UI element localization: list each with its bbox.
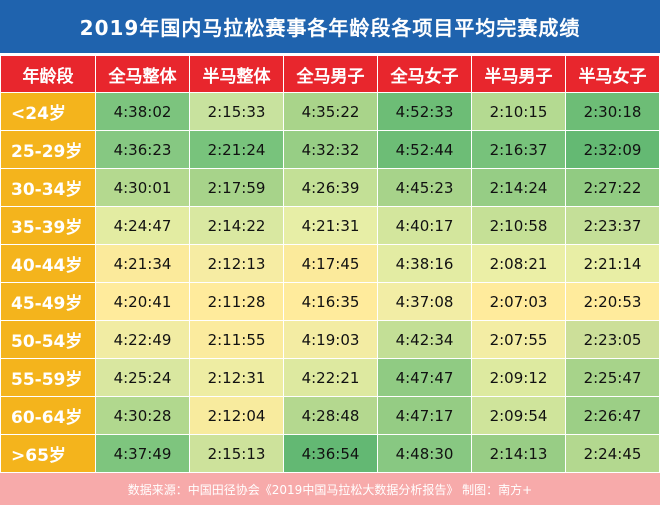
- results-table: 年龄段 全马整体 半马整体 全马男子 全马女子 半马男子 半马女子 <24岁 4:…: [0, 55, 660, 473]
- time-cell: 2:25:47: [565, 358, 660, 397]
- time-cell: 4:24:47: [95, 206, 190, 245]
- time-cell: 2:07:55: [471, 320, 566, 359]
- time-cell: 4:45:23: [377, 168, 472, 207]
- time-cell: 2:14:22: [189, 206, 284, 245]
- time-cell: 2:24:45: [565, 434, 660, 473]
- table-row: 25-29岁 4:36:23 2:21:24 4:32:32 4:52:44 2:16:3…: [0, 130, 660, 169]
- age-group-label: 30-34岁: [0, 168, 96, 207]
- time-cell: 4:19:03: [283, 320, 378, 359]
- time-cell: 2:14:24: [471, 168, 566, 207]
- time-cell: 2:23:05: [565, 320, 660, 359]
- header-full-overall: 全马整体: [95, 55, 190, 93]
- header-row: 年龄段 全马整体 半马整体 全马男子 全马女子 半马男子 半马女子: [0, 55, 660, 93]
- time-cell: 2:17:59: [189, 168, 284, 207]
- time-cell: 2:07:03: [471, 282, 566, 321]
- age-group-label: 40-44岁: [0, 244, 96, 283]
- time-cell: 4:20:41: [95, 282, 190, 321]
- table-row: 35-39岁 4:24:47 2:14:22 4:21:31 4:40:17 2:10:5…: [0, 206, 660, 245]
- time-cell: 2:21:24: [189, 130, 284, 169]
- time-cell: 4:17:45: [283, 244, 378, 283]
- time-cell: 2:12:04: [189, 396, 284, 435]
- time-cell: 2:09:12: [471, 358, 566, 397]
- table-row: 30-34岁 4:30:01 2:17:59 4:26:39 4:45:23 2:14:2…: [0, 168, 660, 207]
- time-cell: 2:08:21: [471, 244, 566, 283]
- time-cell: 2:26:47: [565, 396, 660, 435]
- time-cell: 4:52:44: [377, 130, 472, 169]
- time-cell: 2:30:18: [565, 92, 660, 131]
- header-half-overall: 半马整体: [189, 55, 284, 93]
- header-age-group: 年龄段: [0, 55, 96, 93]
- time-cell: 4:47:17: [377, 396, 472, 435]
- time-cell: 4:32:32: [283, 130, 378, 169]
- table-row: 60-64岁 4:30:28 2:12:04 4:28:48 4:47:17 2:09:5…: [0, 396, 660, 435]
- table-row: 55-59岁 4:25:24 2:12:31 4:22:21 4:47:47 2:09:1…: [0, 358, 660, 397]
- time-cell: 4:48:30: [377, 434, 472, 473]
- time-cell: 4:42:34: [377, 320, 472, 359]
- time-cell: 4:35:22: [283, 92, 378, 131]
- header-half-female: 半马女子: [565, 55, 660, 93]
- time-cell: 4:30:28: [95, 396, 190, 435]
- time-cell: 2:09:54: [471, 396, 566, 435]
- time-cell: 4:37:08: [377, 282, 472, 321]
- table-body: <24岁 4:38:02 2:15:33 4:35:22 4:52:33 2:10:15 2…: [0, 92, 660, 473]
- age-group-label: 45-49岁: [0, 282, 96, 321]
- table-row: 50-54岁 4:22:49 2:11:55 4:19:03 4:42:34 2:07:5…: [0, 320, 660, 359]
- time-cell: 4:40:17: [377, 206, 472, 245]
- time-cell: 2:20:53: [565, 282, 660, 321]
- header-half-male: 半马男子: [471, 55, 566, 93]
- age-group-label: 50-54岁: [0, 320, 96, 359]
- table-row: 45-49岁 4:20:41 2:11:28 4:16:35 4:37:08 2:07:0…: [0, 282, 660, 321]
- header-full-female: 全马女子: [377, 55, 472, 93]
- age-group-label: <24岁: [0, 92, 96, 131]
- time-cell: 4:16:35: [283, 282, 378, 321]
- time-cell: 2:27:22: [565, 168, 660, 207]
- time-cell: 2:12:13: [189, 244, 284, 283]
- time-cell: 2:14:13: [471, 434, 566, 473]
- time-cell: 4:37:49: [95, 434, 190, 473]
- time-cell: 2:32:09: [565, 130, 660, 169]
- time-cell: 4:38:02: [95, 92, 190, 131]
- time-cell: 2:16:37: [471, 130, 566, 169]
- age-group-label: 60-64岁: [0, 396, 96, 435]
- time-cell: 4:30:01: [95, 168, 190, 207]
- age-group-label: 35-39岁: [0, 206, 96, 245]
- time-cell: 4:47:47: [377, 358, 472, 397]
- time-cell: 4:36:23: [95, 130, 190, 169]
- time-cell: 4:21:31: [283, 206, 378, 245]
- time-cell: 2:11:55: [189, 320, 284, 359]
- time-cell: 2:15:13: [189, 434, 284, 473]
- time-cell: 2:15:33: [189, 92, 284, 131]
- age-group-label: 55-59岁: [0, 358, 96, 397]
- time-cell: 4:36:54: [283, 434, 378, 473]
- source-footer: 数据来源：中国田径协会《2019中国马拉松大数据分析报告》 制图：南方+: [0, 473, 660, 505]
- table-row: <24岁 4:38:02 2:15:33 4:35:22 4:52:33 2:10:15 2…: [0, 92, 660, 131]
- time-cell: 4:38:16: [377, 244, 472, 283]
- time-cell: 2:12:31: [189, 358, 284, 397]
- page-title: 2019年国内马拉松赛事各年龄段各项目平均完赛成绩: [0, 0, 660, 53]
- age-group-label: >65岁: [0, 434, 96, 473]
- time-cell: 4:22:49: [95, 320, 190, 359]
- time-cell: 4:52:33: [377, 92, 472, 131]
- time-cell: 4:26:39: [283, 168, 378, 207]
- time-cell: 4:25:24: [95, 358, 190, 397]
- table-row: >65岁 4:37:49 2:15:13 4:36:54 4:48:30 2:14:13 2…: [0, 434, 660, 473]
- time-cell: 2:23:37: [565, 206, 660, 245]
- time-cell: 2:21:14: [565, 244, 660, 283]
- time-cell: 2:11:28: [189, 282, 284, 321]
- age-group-label: 25-29岁: [0, 130, 96, 169]
- header-full-male: 全马男子: [283, 55, 378, 93]
- time-cell: 4:21:34: [95, 244, 190, 283]
- time-cell: 4:22:21: [283, 358, 378, 397]
- table-row: 40-44岁 4:21:34 2:12:13 4:17:45 4:38:16 2:08:2…: [0, 244, 660, 283]
- time-cell: 4:28:48: [283, 396, 378, 435]
- time-cell: 2:10:58: [471, 206, 566, 245]
- time-cell: 2:10:15: [471, 92, 566, 131]
